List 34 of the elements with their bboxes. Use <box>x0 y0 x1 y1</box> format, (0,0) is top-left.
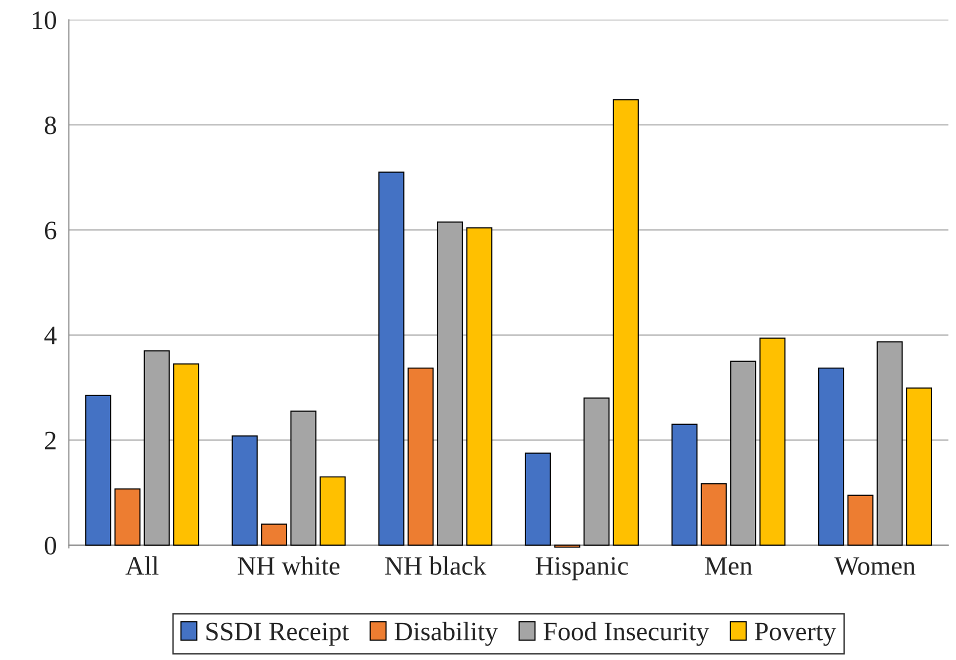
y-tick-label: 8 <box>44 116 56 134</box>
bar <box>114 488 140 546</box>
bar <box>408 368 434 546</box>
legend-label: Poverty <box>754 622 836 646</box>
bar <box>261 524 288 546</box>
x-tick-label: Women <box>834 557 916 575</box>
bar <box>818 368 844 546</box>
x-tick-label: All <box>126 556 158 575</box>
bar <box>320 476 346 546</box>
bar <box>906 388 932 546</box>
bar <box>524 452 551 546</box>
bar <box>671 424 698 546</box>
y-tick-label: 2 <box>44 432 56 450</box>
bar <box>466 227 492 546</box>
x-tick-label: NH black <box>385 556 486 575</box>
bar <box>554 544 580 548</box>
legend-label: Disability <box>394 622 498 646</box>
x-tick-label: NH white <box>238 556 340 575</box>
bar <box>232 435 258 546</box>
bar <box>847 494 874 546</box>
bar <box>378 172 404 546</box>
bar <box>85 394 112 546</box>
y-tick-label: 0 <box>44 536 56 555</box>
y-tick-label: 10 <box>32 11 56 30</box>
legend-label: SSDI Receipt <box>206 622 349 646</box>
x-tick-label: Hispanic <box>536 557 628 580</box>
bar <box>173 363 200 546</box>
y-tick-label: 6 <box>44 222 56 240</box>
x-tick-label: Men <box>705 557 752 575</box>
legend-label: Food Insecurity <box>544 622 710 646</box>
y-tick-label: 4 <box>44 326 57 344</box>
bar <box>700 483 727 546</box>
bar <box>759 338 786 546</box>
bar <box>612 99 639 546</box>
